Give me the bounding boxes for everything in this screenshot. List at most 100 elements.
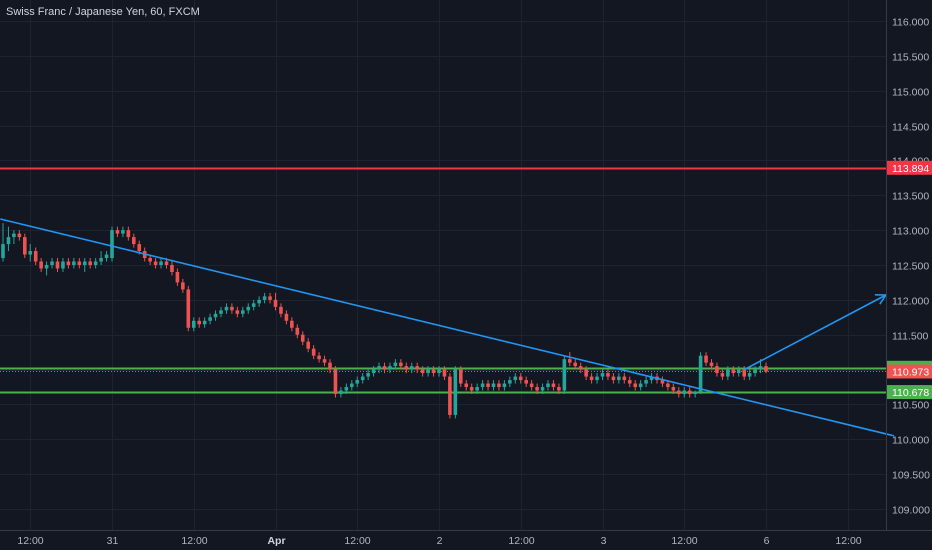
price-tick-label: 116.000 [892, 17, 929, 29]
candle-body [573, 362, 578, 367]
candle-body [627, 380, 632, 384]
candle-body [606, 373, 610, 377]
candle-body [589, 376, 594, 381]
time-tick-label: 2 [437, 535, 443, 547]
candle-body [311, 348, 316, 356]
candlestick-series [1, 223, 768, 419]
candle-body [23, 237, 27, 255]
candle-body [44, 265, 49, 269]
candle-body [377, 366, 381, 370]
price-axis[interactable]: 116.000115.500115.000114.500114.000113.5… [892, 17, 930, 517]
candle-body [469, 387, 474, 391]
candle-body [322, 359, 327, 363]
candle-body [371, 369, 376, 374]
candle-body [459, 369, 463, 384]
candle-body [638, 383, 643, 388]
price-tick-label: 109.500 [892, 470, 930, 482]
candle-body [682, 390, 687, 395]
candle-body [399, 362, 403, 367]
candle-body [513, 376, 518, 381]
candle-body [115, 230, 120, 234]
candle-body [202, 320, 207, 325]
candle-body [736, 369, 741, 374]
candle-body [355, 380, 360, 384]
candle-body [360, 376, 365, 381]
price-label-bg [887, 364, 932, 379]
candle-body [235, 310, 240, 314]
candle-body [464, 383, 469, 388]
candle-body [475, 387, 479, 391]
candle-body [497, 383, 501, 388]
candle-body [191, 320, 196, 328]
candle-body [595, 376, 599, 381]
candle-body [39, 261, 43, 269]
candle-body [175, 271, 180, 283]
candle-body [93, 261, 98, 265]
candle-body [164, 261, 169, 265]
candle-body [415, 366, 419, 370]
candle-body [546, 383, 550, 388]
candle-body [393, 362, 398, 367]
candle-body [437, 369, 441, 374]
chart-title: Swiss Franc / Japanese Yen, 60, FXCM [6, 6, 200, 18]
candle-body [295, 327, 300, 335]
candle-body [764, 366, 768, 372]
candle-body [241, 310, 245, 314]
candle-body [257, 299, 261, 304]
candle-body [568, 359, 572, 363]
candle-body [33, 251, 38, 262]
candle-body [666, 383, 670, 388]
price-label-text: 113.894 [892, 163, 929, 175]
price-label: 110.973 [887, 364, 932, 379]
price-tick-label: 110.500 [892, 400, 929, 412]
price-label-bg [887, 385, 932, 400]
projection-arrow-line[interactable] [743, 294, 887, 371]
candle-body [611, 376, 616, 381]
candle-body [508, 380, 512, 384]
candle-body [300, 334, 305, 342]
candle-body [671, 387, 676, 391]
chart-grid [0, 0, 886, 530]
horizontal-levels[interactable] [0, 167, 886, 394]
candle-body [132, 237, 136, 245]
candle-body [726, 369, 730, 377]
price-tick-label: 109.000 [892, 505, 930, 517]
candle-body [600, 373, 605, 377]
candle-body [55, 261, 60, 269]
downtrend-line[interactable] [0, 218, 895, 437]
candle-body [50, 261, 54, 265]
candle-body [121, 230, 125, 234]
candle-body [409, 366, 414, 370]
candle-body [104, 254, 109, 259]
candle-body [213, 313, 218, 318]
price-tick-label: 115.500 [892, 52, 929, 64]
price-tick-label: 110.000 [892, 435, 929, 447]
candle-body [148, 258, 152, 262]
candle-body [426, 369, 430, 374]
time-tick-label: 3 [601, 535, 607, 547]
candle-body [159, 261, 163, 265]
candle-body [753, 369, 757, 374]
candle-body [633, 383, 637, 388]
price-label-text: 110.973 [892, 366, 929, 378]
candle-body [77, 261, 82, 265]
candle-body [747, 373, 752, 377]
candle-body [698, 355, 703, 392]
candle-body [486, 383, 490, 388]
candle-body [153, 261, 158, 265]
candle-body [617, 376, 621, 381]
candle-body [578, 366, 583, 370]
candle-body [317, 355, 321, 360]
candle-body [333, 369, 338, 395]
candle-body [170, 265, 174, 272]
candle-body [28, 251, 33, 255]
candle-body [137, 244, 142, 252]
time-axis[interactable]: 12:00 31 12:00 Apr 12:00 2 12:00 3 12:00 6 12:00 [17, 535, 861, 547]
candle-body [480, 383, 485, 388]
candle-body [644, 380, 648, 384]
projection-arrow-head[interactable] [874, 294, 888, 305]
candle-body [306, 341, 310, 349]
trendline-drawings[interactable] [0, 218, 895, 437]
